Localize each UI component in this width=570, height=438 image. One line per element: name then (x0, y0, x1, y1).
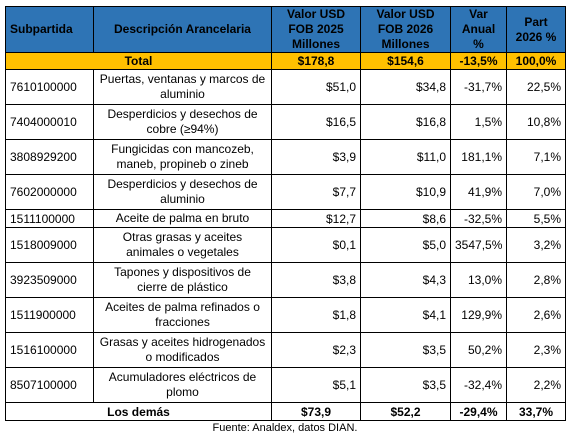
part-cell: 2,2% (506, 367, 566, 403)
los-demas-row: Los demás $73,9 $52,2 -29,4% 33,7% (5, 402, 566, 421)
table-row: 1518009000 Otras grasas y aceites animal… (5, 227, 566, 263)
subpartida-cell: 8507100000 (5, 367, 94, 403)
table-row: 1511900000 Aceites de palma refinados o … (5, 297, 566, 333)
var-cell: 129,9% (450, 297, 507, 333)
fob-2025-cell: $7,7 (271, 174, 361, 210)
header-descripcion: Descripción Arancelaria (93, 6, 272, 53)
fob-2025-cell: $5,1 (271, 367, 361, 403)
table-row: 7602000000 Desperdicios y desechos de al… (5, 174, 566, 210)
part-cell: 7,1% (506, 139, 566, 175)
fob-2025-cell: $0,1 (271, 227, 361, 263)
var-cell: -31,7% (450, 69, 507, 105)
subpartida-cell: 1516100000 (5, 332, 94, 368)
table-row: 1511100000 Aceite de palma en bruto $12,… (5, 209, 566, 228)
description-cell: Grasas y aceites hidrogenados o modifica… (93, 332, 272, 368)
fob-2026-cell: $3,5 (360, 367, 451, 403)
description-cell: Desperdicios y desechos de cobre (≥94%) (93, 104, 272, 140)
part-cell: 5,5% (506, 209, 566, 228)
var-cell: 3547,5% (450, 227, 507, 263)
part-cell: 2,6% (506, 297, 566, 333)
header-part-2026: Part 2026 % (506, 6, 566, 53)
table-header-row: Subpartida Descripción Arancelaria Valor… (5, 6, 566, 53)
fob-2026-cell: $10,9 (360, 174, 451, 210)
fob-2026-cell: $11,0 (360, 139, 451, 175)
subpartida-cell: 7610100000 (5, 69, 94, 105)
var-cell: 13,0% (450, 262, 507, 298)
description-cell: Otras grasas y aceites animales o vegeta… (93, 227, 272, 263)
los-demas-fob-2025: $73,9 (271, 402, 361, 421)
part-cell: 7,0% (506, 174, 566, 210)
los-demas-var: -29,4% (450, 402, 507, 421)
fob-2025-cell: $16,5 (271, 104, 361, 140)
fob-2025-cell: $3,9 (271, 139, 361, 175)
fob-2026-cell: $4,3 (360, 262, 451, 298)
table-row: 8507100000 Acumuladores eléctricos de pl… (5, 367, 566, 403)
subpartida-cell: 1511100000 (5, 209, 94, 228)
header-var-anual: Var Anual % (450, 6, 507, 53)
fob-2026-cell: $8,6 (360, 209, 451, 228)
description-cell: Acumuladores eléctricos de plomo (93, 367, 272, 403)
header-fob-2026: Valor USD FOB 2026 Millones (360, 6, 451, 53)
fob-2026-cell: $16,8 (360, 104, 451, 140)
los-demas-part: 33,7% (506, 402, 566, 421)
var-cell: -32,4% (450, 367, 507, 403)
total-row: Total $178,8 $154,6 -13,5% 100,0% (5, 52, 566, 70)
var-cell: 50,2% (450, 332, 507, 368)
los-demas-fob-2026: $52,2 (360, 402, 451, 421)
los-demas-label: Los demás (5, 402, 272, 421)
description-cell: Tapones y dispositivos de cierre de plás… (93, 262, 272, 298)
table-row: 3923509000 Tapones y dispositivos de cie… (5, 262, 566, 298)
subpartida-cell: 7404000010 (5, 104, 94, 140)
total-fob-2025: $178,8 (271, 52, 361, 70)
total-fob-2026: $154,6 (360, 52, 451, 70)
table-row: 3808929200 Fungicidas con mancozeb, mane… (5, 139, 566, 175)
subpartida-cell: 1511900000 (5, 297, 94, 333)
fob-2026-cell: $5,0 (360, 227, 451, 263)
total-part: 100,0% (506, 52, 566, 70)
fob-2026-cell: $4,1 (360, 297, 451, 333)
part-cell: 3,2% (506, 227, 566, 263)
fob-2026-cell: $3,5 (360, 332, 451, 368)
part-cell: 10,8% (506, 104, 566, 140)
var-cell: 41,9% (450, 174, 507, 210)
var-cell: -32,5% (450, 209, 507, 228)
fob-2025-cell: $51,0 (271, 69, 361, 105)
subpartida-cell: 3808929200 (5, 139, 94, 175)
header-subpartida: Subpartida (5, 6, 94, 53)
fob-2025-cell: $2,3 (271, 332, 361, 368)
table-row: 7610100000 Puertas, ventanas y marcos de… (5, 69, 566, 105)
total-var: -13,5% (450, 52, 507, 70)
description-cell: Aceite de palma en bruto (93, 209, 272, 228)
total-label: Total (5, 52, 272, 70)
header-fob-2025: Valor USD FOB 2025 Millones (271, 6, 361, 53)
fob-2025-cell: $3,8 (271, 262, 361, 298)
description-cell: Desperdicios y desechos de aluminio (93, 174, 272, 210)
var-cell: 181,1% (450, 139, 507, 175)
table-row: 7404000010 Desperdicios y desechos de co… (5, 104, 566, 140)
part-cell: 2,8% (506, 262, 566, 298)
subpartida-cell: 7602000000 (5, 174, 94, 210)
exports-table: Subpartida Descripción Arancelaria Valor… (5, 6, 566, 421)
description-cell: Fungicidas con mancozeb, maneb, propineb… (93, 139, 272, 175)
fob-2025-cell: $1,8 (271, 297, 361, 333)
subpartida-cell: 1518009000 (5, 227, 94, 263)
fob-2025-cell: $12,7 (271, 209, 361, 228)
var-cell: 1,5% (450, 104, 507, 140)
part-cell: 22,5% (506, 69, 566, 105)
table-row: 1516100000 Grasas y aceites hidrogenados… (5, 332, 566, 368)
subpartida-cell: 3923509000 (5, 262, 94, 298)
fob-2026-cell: $34,8 (360, 69, 451, 105)
description-cell: Aceites de palma refinados o fracciones (93, 297, 272, 333)
source-note: Fuente: Analdex, datos DIAN. (212, 422, 358, 434)
description-cell: Puertas, ventanas y marcos de aluminio (93, 69, 272, 105)
part-cell: 2,3% (506, 332, 566, 368)
